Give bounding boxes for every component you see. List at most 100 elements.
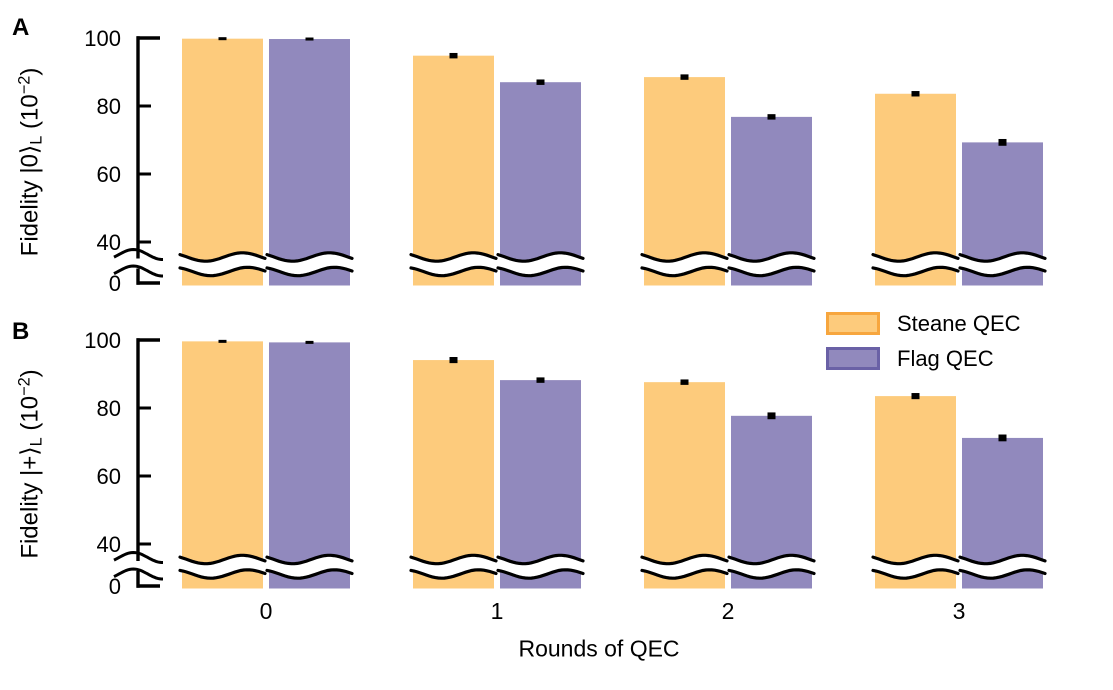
bar-break-wave-A	[496, 251, 585, 263]
bar-break-wave-A	[958, 251, 1047, 263]
bar-break-wave-A	[178, 251, 267, 263]
legend-item-steane: Steane QEC	[826, 312, 1021, 335]
steane-legend-label: Steane QEC	[897, 310, 1021, 336]
y-tick-label-A-0: 0	[109, 271, 121, 296]
bar-break-gap-B	[873, 555, 958, 579]
error-bar-flag-qec-round-2-B	[767, 412, 776, 420]
y-axis-label-b: Fidelity |+⟩L (10−2)	[15, 369, 46, 558]
bar-break-wave-A	[727, 265, 816, 278]
bar-break-wave-B	[640, 553, 729, 566]
y-tick-label-A-80: 80	[97, 94, 121, 119]
bar-break-gap-B	[498, 555, 583, 579]
bar-steane-qec-round-2-A	[644, 77, 725, 286]
y-tick-label-B-80: 80	[97, 396, 121, 421]
error-bar-steane-qec-round-2-B	[680, 379, 689, 385]
bar-break-wave-B	[265, 568, 354, 580]
y-tick-label-B-60: 60	[97, 464, 121, 489]
bar-break-wave-A	[640, 265, 729, 278]
y-axis-label-a-end: )	[16, 67, 44, 76]
y-axis-break-squiggle-B-2	[113, 567, 163, 581]
panel-label-b: B	[12, 318, 30, 345]
bar-steane-qec-round-0-B	[182, 341, 263, 589]
bar-break-wave-B	[871, 568, 960, 580]
legend: Steane QEC Flag QEC	[826, 312, 1021, 382]
bar-break-gap-A	[642, 252, 727, 276]
x-tick-label-1: 1	[491, 598, 504, 624]
bar-steane-qec-round-1-B	[413, 360, 494, 589]
error-bar-flag-qec-round-0-A	[305, 37, 314, 41]
error-bar-flag-qec-round-3-A	[998, 138, 1007, 146]
panel-label-a: A	[12, 14, 30, 41]
bar-break-wave-A	[871, 251, 960, 263]
error-bar-flag-qec-round-1-B	[536, 377, 545, 383]
bar-flag-qec-round-0-A	[269, 39, 350, 286]
bar-break-gap-A	[267, 252, 352, 276]
error-bar-steane-qec-round-1-A	[449, 52, 458, 59]
bar-break-gap-A	[411, 252, 496, 276]
bar-break-wave-B	[958, 553, 1047, 566]
legend-item-flag: Flag QEC	[826, 347, 1021, 370]
y-tick-label-B-100: 100	[84, 328, 121, 353]
bar-break-wave-A	[265, 265, 354, 278]
error-bar-steane-qec-round-0-B	[218, 339, 227, 343]
bar-break-gap-A	[729, 252, 814, 276]
y-tick-label-B-40: 40	[97, 532, 121, 557]
y-axis-break-squiggle-B-1	[113, 550, 163, 564]
steane-legend-swatch	[826, 312, 880, 335]
y-axis-label-b-sup: −2	[15, 377, 34, 396]
bar-break-gap-A	[960, 252, 1045, 276]
flag-legend-label: Flag QEC	[897, 345, 994, 371]
error-bar-steane-qec-round-3-A	[911, 91, 920, 97]
bar-break-gap-B	[411, 555, 496, 579]
y-tick-label-B-0: 0	[109, 574, 121, 599]
bar-break-wave-B	[178, 568, 267, 580]
y-axis-label-a: Fidelity |0⟩L (10−2)	[15, 68, 46, 257]
bar-break-wave-A	[871, 265, 960, 278]
bar-steane-qec-round-1-A	[413, 55, 494, 286]
bar-break-gap-B	[180, 555, 265, 579]
y-tick-label-A-100: 100	[84, 26, 121, 51]
bar-break-gap-B	[729, 555, 814, 579]
y-tick-label-A-40: 40	[97, 230, 121, 255]
x-axis-title: Rounds of QEC	[518, 635, 680, 662]
bar-break-wave-B	[409, 568, 498, 580]
error-bar-steane-qec-round-3-B	[911, 393, 920, 400]
bar-break-wave-B	[409, 553, 498, 566]
bar-break-wave-B	[727, 568, 816, 580]
y-axis-label-b-mid: (10	[16, 395, 44, 438]
error-bar-steane-qec-round-2-A	[680, 74, 689, 80]
bar-break-gap-B	[960, 555, 1045, 579]
error-bar-flag-qec-round-3-B	[998, 434, 1007, 442]
bar-break-wave-A	[640, 251, 729, 263]
y-axis-break-squiggle-A-2	[113, 264, 163, 278]
bar-break-wave-B	[496, 553, 585, 566]
bar-flag-qec-round-1-B	[500, 380, 581, 589]
error-bar-steane-qec-round-1-B	[449, 357, 458, 364]
bar-break-wave-A	[727, 251, 816, 263]
bar-break-wave-B	[958, 568, 1047, 580]
bar-break-wave-B	[871, 553, 960, 566]
y-axis-break-squiggle-A-1	[113, 247, 163, 261]
bar-break-wave-A	[958, 265, 1047, 278]
y-tick-label-A-60: 60	[97, 162, 121, 187]
bar-flag-qec-round-0-B	[269, 342, 350, 589]
error-bar-flag-qec-round-2-A	[767, 114, 776, 120]
bar-steane-qec-round-0-A	[182, 38, 263, 286]
bar-break-wave-A	[496, 265, 585, 278]
bar-break-gap-B	[642, 555, 727, 579]
error-bar-flag-qec-round-1-A	[536, 79, 545, 85]
bar-break-gap-A	[180, 252, 265, 276]
bar-break-wave-B	[727, 553, 816, 566]
y-axis-label-b-main: Fidelity |+⟩	[16, 446, 44, 559]
bar-steane-qec-round-2-B	[644, 382, 725, 589]
x-tick-label-2: 2	[722, 598, 735, 624]
bar-break-wave-B	[640, 568, 729, 580]
bar-break-wave-A	[178, 265, 267, 278]
bar-break-gap-A	[873, 252, 958, 276]
flag-legend-swatch	[826, 347, 880, 370]
bar-break-wave-A	[409, 265, 498, 278]
error-bar-flag-qec-round-0-B	[305, 340, 314, 344]
bar-break-wave-B	[496, 568, 585, 580]
